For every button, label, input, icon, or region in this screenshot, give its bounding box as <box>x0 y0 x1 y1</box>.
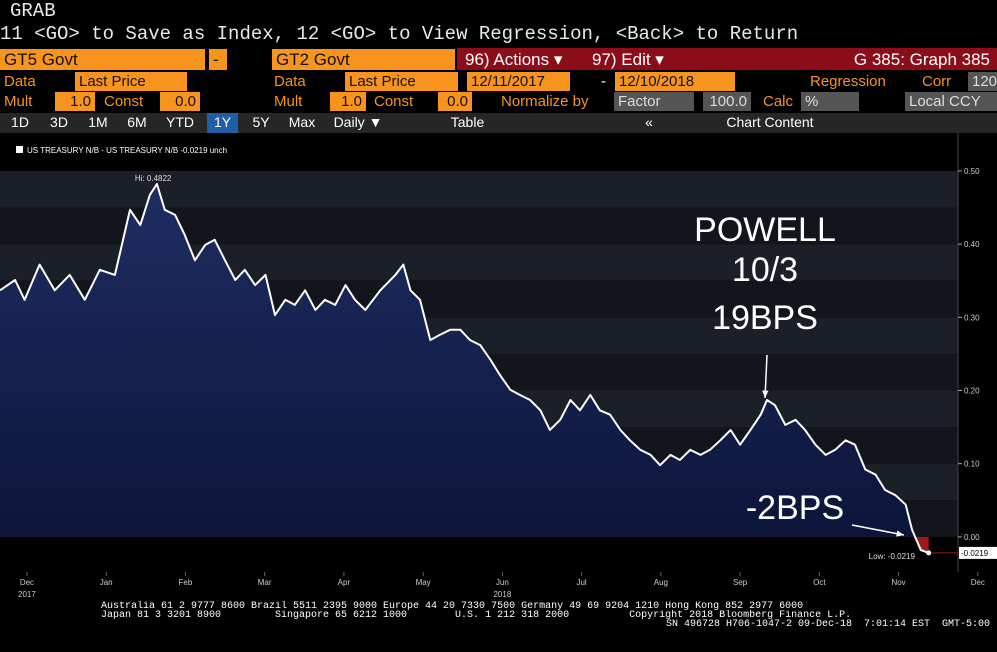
active-tab-bg <box>207 113 238 133</box>
security-field[interactable]: GT2 Govt <box>272 49 455 70</box>
footer-text: Australia 61 2 9777 8600 Brazil 5511 239… <box>101 601 804 612</box>
label: Const <box>104 93 144 110</box>
label: Const <box>374 93 414 110</box>
label: Mult <box>274 93 303 110</box>
label: Calc <box>763 93 794 110</box>
input-field[interactable]: 100.0 <box>703 92 751 111</box>
y-tick-label: 0.00 <box>964 533 980 542</box>
y-tick-label: 0.40 <box>964 240 980 249</box>
legend-swatch <box>16 146 23 153</box>
checkbox-label[interactable]: Regression <box>810 73 886 90</box>
x-tick-label: Aug <box>654 578 668 587</box>
edit-menu[interactable]: 97) Edit ▾ <box>592 50 664 69</box>
x-tick-label: Apr <box>338 578 351 587</box>
graph-name: G 385: Graph 385 <box>853 50 990 69</box>
field-dropdown[interactable]: Last Price <box>75 72 187 91</box>
x-year-label: 2017 <box>18 590 36 599</box>
tab[interactable]: 1Y <box>213 114 232 130</box>
operator-field[interactable]: - <box>209 49 227 70</box>
security-field[interactable]: GT5 Govt <box>0 49 205 70</box>
label: Data <box>274 73 306 90</box>
checkbox-label[interactable]: Normalize by <box>501 93 589 110</box>
label: Mult <box>4 93 33 110</box>
checkbox-label[interactable]: Corr <box>922 73 952 90</box>
annotation: 19BPS <box>712 299 818 337</box>
right-axis-bg <box>958 133 997 572</box>
high-label: Hi: 0.4822 <box>135 174 172 183</box>
separator: - <box>601 73 606 90</box>
input-field[interactable]: 1.0 <box>330 92 366 111</box>
label: Data <box>4 73 36 90</box>
y-tick-label: 0.30 <box>964 313 980 322</box>
line <box>0 183 930 554</box>
tab[interactable]: Max <box>288 114 316 130</box>
x-tick-label: Jul <box>576 578 586 587</box>
actions-menu[interactable]: 96) Actions ▾ <box>465 50 563 69</box>
y-tick-label: 0.50 <box>964 167 980 176</box>
tab[interactable]: 1M <box>88 114 108 130</box>
legend-label: US TREASURY N/B - US TREASURY N/B -0.021… <box>27 146 227 155</box>
annotation-arrow <box>851 524 905 536</box>
y-tick-label: 0.20 <box>964 387 980 396</box>
tab[interactable]: « <box>645 114 653 130</box>
tab[interactable]: 3D <box>50 114 68 130</box>
x-tick-label: May <box>416 578 431 587</box>
dropdown[interactable]: Factor <box>614 92 694 111</box>
x-tick-label: Sep <box>733 578 748 587</box>
header-title: GRAB <box>10 0 56 22</box>
chart: 0.00 0.10 0.20 0.30 0.40 0.50 Dec Jan Feb Mar Apr M… <box>0 133 997 599</box>
input-field[interactable]: 1.0 <box>55 92 95 111</box>
x-tick-label: Dec <box>20 578 34 587</box>
tab[interactable]: 5Y <box>252 114 270 130</box>
last-point <box>926 550 932 556</box>
x-tick-label: Jan <box>100 578 113 587</box>
tab[interactable]: 6M <box>127 114 147 130</box>
x-tick-label: Oct <box>813 578 826 587</box>
x-year-label: 2018 <box>493 590 511 599</box>
end-date[interactable]: 12/10/2018 <box>615 72 735 91</box>
corr-field[interactable]: 120 <box>968 72 997 91</box>
last-value-box <box>959 546 997 559</box>
tab[interactable]: YTD <box>166 114 194 130</box>
last-value-label: -0.0219 <box>961 549 989 558</box>
arrow-head <box>762 390 769 398</box>
x-tick-label: Jun <box>496 578 509 587</box>
tab-bar <box>0 113 997 133</box>
footer-text: SN 496728 H706-1047-2 09-Dec-18 7:01:14 … <box>665 619 990 630</box>
menu-bar <box>457 48 997 70</box>
arrow-head <box>896 530 904 537</box>
tab[interactable]: Chart Content <box>726 114 814 130</box>
command-line: 11 <GO> to Save as Index, 12 <GO> to Vie… <box>0 23 799 45</box>
start-date[interactable]: 12/11/2017 <box>467 72 570 91</box>
x-tick-label: Feb <box>179 578 193 587</box>
footer-text: Japan 81 3 3201 8900 Singapore 65 6212 1… <box>101 610 852 621</box>
tab[interactable]: Daily ▼ <box>333 114 383 130</box>
input-field[interactable]: 0.0 <box>160 92 200 111</box>
annotation: 10/3 <box>732 251 798 289</box>
tab[interactable]: 1D <box>11 114 29 130</box>
field-dropdown[interactable]: Last Price <box>345 72 458 91</box>
x-tick-label: Mar <box>258 578 272 587</box>
annotation: -2BPS <box>746 489 844 527</box>
y-tick-label: 0.10 <box>964 460 980 469</box>
input-field[interactable]: 0.0 <box>438 92 472 111</box>
low-label: Low: -0.0219 <box>869 552 916 561</box>
x-tick-label: Dec <box>971 578 985 587</box>
tab[interactable]: Table <box>450 114 485 130</box>
area-fill <box>0 184 916 537</box>
annotation: POWELL <box>694 211 836 249</box>
dropdown[interactable]: Local CCY <box>905 92 997 111</box>
dropdown[interactable]: % <box>801 92 859 111</box>
x-tick-label: Nov <box>891 578 905 587</box>
